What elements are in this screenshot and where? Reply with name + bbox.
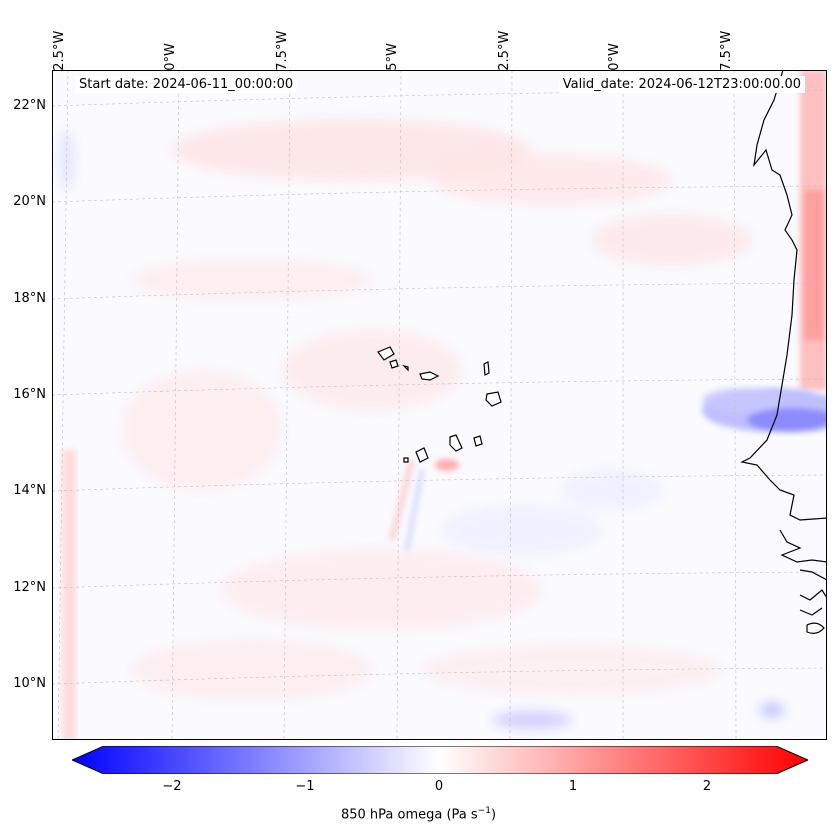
cape-verde-islands	[377, 346, 502, 463]
colorbar-tick-2: 2	[702, 779, 712, 794]
lat-tick-10n: 10°N	[13, 676, 46, 691]
colorbar-title-end: )	[490, 807, 497, 823]
lat-tick-14n: 14°N	[13, 483, 46, 498]
coastal-positive	[800, 70, 827, 390]
map-panel	[52, 70, 827, 740]
valid-date-label: Valid_date: 2024-06-12T23:00:00.00	[558, 76, 805, 93]
colorbar-title-exponent: −1	[477, 806, 491, 816]
colorbar-tick-neg2: −2	[162, 779, 182, 794]
lat-tick-20n: 20°N	[13, 194, 46, 209]
coastal-negative	[702, 388, 827, 432]
colorbar	[72, 746, 808, 774]
island-wake	[389, 459, 459, 551]
coastline	[740, 70, 827, 634]
lat-tick-12n: 12°N	[13, 580, 46, 595]
graticule	[52, 70, 827, 740]
colorbar-tick-1: 1	[568, 779, 578, 794]
start-date-label: Start date: 2024-06-11_00:00:00	[75, 76, 298, 93]
lat-tick-16n: 16°N	[13, 387, 46, 402]
lat-tick-18n: 18°N	[13, 291, 46, 306]
omega-field-map	[52, 70, 827, 740]
colorbar-tick-neg1: −1	[295, 779, 315, 794]
colorbar-title-main: 850 hPa omega (Pa s	[340, 807, 478, 823]
field-patches	[61, 120, 784, 728]
lat-tick-22n: 22°N	[13, 98, 46, 113]
colorbar-ramp	[72, 746, 808, 774]
colorbar-title: 850 hPa omega (Pa s−1)	[0, 806, 837, 822]
colorbar-tick-0: 0	[434, 779, 444, 794]
